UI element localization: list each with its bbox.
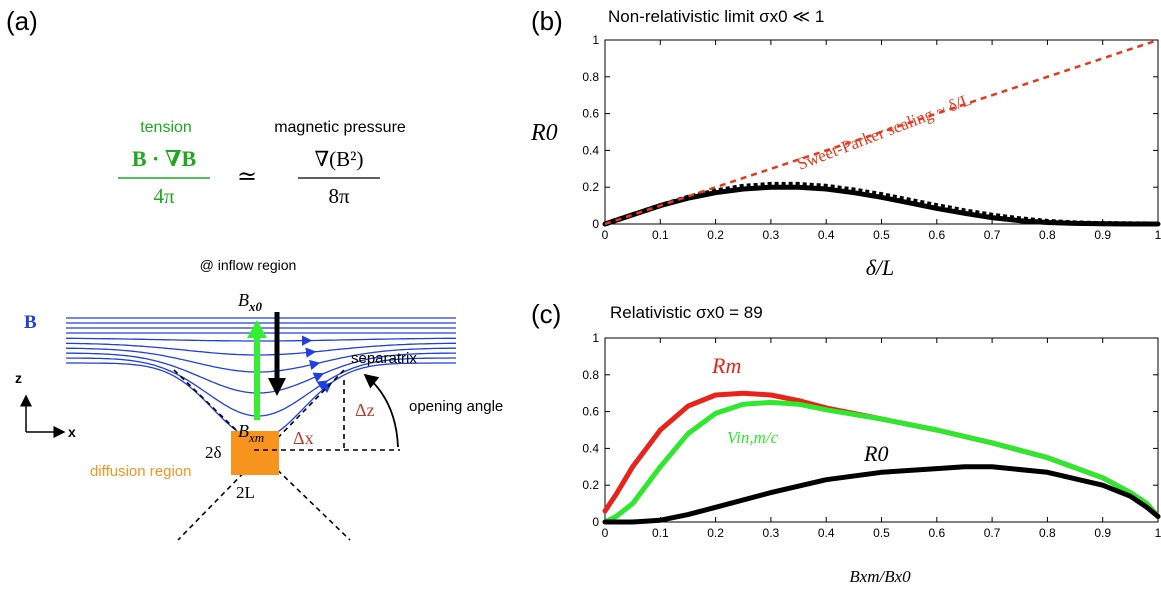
- series-line-r0: [602, 464, 1161, 525]
- y-tick-label: 0.8: [582, 70, 599, 84]
- panel-b: (b) Non-relativistic limit σx0 ≪ 1 0 0.1 0…: [530, 6, 1161, 280]
- x-tick-label: 0.6: [928, 228, 945, 242]
- x-tick-label: 0.4: [818, 526, 835, 540]
- panel-b-axes: 0 0.1 0.2 0.3 0.4 0.5 0.6 0.7 0.8 0.9 1 0 0.2 0.4 0.6 0…: [582, 33, 1161, 242]
- series-label-rm: Rm: [711, 353, 741, 378]
- plot-frame: [604, 337, 1159, 523]
- panel-c-xlabel: Bxm/Bx0: [849, 567, 911, 586]
- x-tick-label: 0.3: [763, 228, 780, 242]
- x-tick-label: 0.8: [1039, 526, 1056, 540]
- sweet-parker-annotation: Sweet-Parker scaling ~ δ/L: [795, 90, 974, 174]
- panel-c-label: (c): [531, 299, 561, 329]
- x-tick-label: 0.7: [984, 228, 1001, 242]
- axis-x-label: x: [68, 424, 76, 440]
- field-line: [66, 362, 456, 440]
- separatrix-label: separatrix: [351, 350, 417, 367]
- diffusion-region-label: diffusion region: [90, 463, 191, 480]
- field-line: [65, 352, 456, 394]
- y-tick-label: 1: [592, 33, 599, 47]
- series-label-r0: R0: [863, 441, 888, 466]
- panel-b-label: (b): [531, 6, 563, 36]
- x-tick-label: 0.9: [1094, 526, 1111, 540]
- y-tick-label: 0.2: [582, 478, 599, 492]
- field-direction-arrow: [305, 347, 317, 358]
- field-line: [65, 357, 456, 417]
- x-tick-label: 0.1: [652, 228, 669, 242]
- pressure-denominator: 8π: [328, 184, 350, 208]
- tension-numerator: B · ∇B: [132, 146, 197, 171]
- delta-z-label: Δz: [355, 400, 375, 420]
- x-tick-label: 0: [602, 526, 609, 540]
- y-tick-label: 0: [592, 515, 599, 529]
- black-arrow-head: [268, 378, 286, 396]
- y-tick-label: 1: [592, 331, 599, 345]
- panel-b-ylabel: R0: [530, 120, 558, 146]
- two-delta-label: 2δ: [205, 443, 222, 462]
- axis-z-label: z: [15, 370, 22, 386]
- series-line: [604, 181, 1159, 227]
- separatrix-line-1: [173, 369, 351, 541]
- x-tick-label: 0.4: [818, 228, 835, 242]
- opening-angle-arrow: [363, 373, 399, 448]
- x-tick-label: 0.8: [1039, 228, 1056, 242]
- x-tick-label: 0.7: [984, 526, 1001, 540]
- x-tick-label: 0.2: [707, 228, 724, 242]
- x-tick-label: 1: [1155, 228, 1161, 242]
- pressure-numerator: ∇(B²): [315, 147, 364, 171]
- opening-angle-label: opening angle: [409, 398, 503, 415]
- x-tick-label: 0.1: [652, 526, 669, 540]
- y-tick-label: 0: [592, 217, 599, 231]
- x-tick-label: 0: [602, 228, 609, 242]
- two-l-label: 2L: [236, 483, 255, 502]
- field-line: [65, 347, 456, 373]
- panel-b-xlabel: δ/L: [866, 255, 895, 280]
- y-tick-label: 0.4: [582, 143, 599, 157]
- panel-c-title: Relativistic σx0 = 89: [610, 303, 763, 322]
- field-line: [66, 337, 456, 342]
- delta-x-label: Δx: [293, 428, 314, 448]
- y-tick-label: 0.2: [582, 180, 599, 194]
- y-tick-label: 0.8: [582, 368, 599, 382]
- tension-label: tension: [140, 119, 192, 136]
- panel-a: (a) tension B · ∇B 4π ≃ magnetic pressur…: [6, 6, 503, 541]
- b-field-label: B: [24, 312, 37, 333]
- x-tick-label: 0.9: [1094, 228, 1111, 242]
- x-tick-label: 1: [1155, 526, 1161, 540]
- inflow-label: @ inflow region: [200, 257, 297, 273]
- tension-denominator: 4π: [153, 184, 175, 208]
- bx0-label: Bx0: [238, 290, 263, 314]
- approx-symbol: ≃: [237, 164, 257, 190]
- panel-a-label: (a): [6, 6, 38, 36]
- field-line: [65, 342, 456, 356]
- panel-b-title: Non-relativistic limit σx0 ≪ 1: [608, 7, 824, 26]
- y-tick-label: 0.6: [582, 405, 599, 419]
- x-tick-label: 0.5: [873, 228, 890, 242]
- x-tick-label: 0.3: [763, 526, 780, 540]
- x-tick-label: 0.6: [928, 526, 945, 540]
- pressure-label: magnetic pressure: [274, 119, 406, 136]
- x-tick-label: 0.2: [707, 526, 724, 540]
- green-arrow-head: [247, 320, 267, 338]
- series-label-vin: Vin,m/c: [727, 428, 779, 447]
- series-line-vinmc: [602, 399, 1161, 525]
- y-tick-label: 0.6: [582, 107, 599, 121]
- panel-c: (c) Relativistic σx0 = 89 0 0.1 0.2 0.3 0.4 0…: [531, 299, 1161, 586]
- field-direction-arrow: [308, 359, 321, 371]
- x-tick-label: 0.5: [873, 526, 890, 540]
- field-direction-arrow: [312, 372, 325, 383]
- panel-c-axes: 0 0.1 0.2 0.3 0.4 0.5 0.6 0.7 0.8 0.9 1 0 0.2 0.4 0.6 0…: [582, 331, 1161, 540]
- field-direction-arrow: [316, 380, 329, 391]
- diffusion-region-box: [231, 431, 279, 475]
- y-tick-label: 0.4: [582, 441, 599, 455]
- series-line: [604, 38, 1159, 226]
